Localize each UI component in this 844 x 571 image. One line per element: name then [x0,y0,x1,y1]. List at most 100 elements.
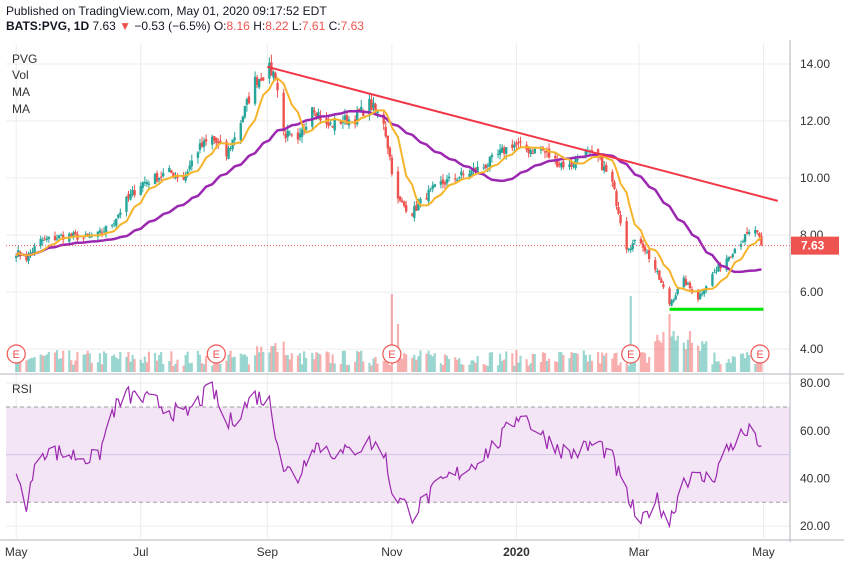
volume-bar [145,362,148,372]
volume-bar [170,351,173,372]
close-value: 7.63 [340,19,364,33]
candle-body [415,205,418,211]
candle-body [684,279,688,286]
candle-body [613,181,616,189]
volume-bar [247,364,251,372]
volume-bar [331,354,334,372]
candle-body [584,150,588,156]
volume-bar [639,352,643,372]
candle-body [672,299,675,302]
candle-body [488,156,492,167]
volume-bar [686,339,690,372]
volume-bar [572,352,575,372]
volume-bar [713,352,716,372]
candle-body [741,241,745,243]
high-label: H: [253,19,266,33]
legend-ticker[interactable]: PVG [12,52,38,66]
candle-body [443,182,447,185]
volume-bar [715,361,718,372]
candle-body [502,147,506,154]
candle-body [45,238,49,240]
candle-body [625,221,628,250]
volume-bar [125,356,128,372]
candle-body [419,198,422,204]
candle-body [368,98,371,117]
volume-bar [484,365,487,372]
candle-body [243,105,247,118]
volume-bar [515,350,518,372]
volume-bar [525,359,528,372]
candle-body [490,154,494,158]
volume-bar [645,362,649,372]
volume-bar [570,352,573,372]
candle-body [343,115,347,120]
volume-bar [47,351,50,372]
candle-body [127,194,130,198]
candle-body [117,214,120,218]
volume-bar [433,353,436,372]
volume-bar [470,360,473,372]
volume-bar [82,354,85,372]
candle-body [639,239,643,244]
time-tick-label: May [5,545,28,559]
candle-body [701,293,704,295]
published-caption: Published on TradingView.com, May 01, 20… [6,4,327,18]
candle-body [662,284,665,288]
rsi-legend-label[interactable]: RSI [12,382,33,396]
candle-body [225,141,228,157]
volume-bar [319,354,322,372]
volume-bar [472,360,475,372]
candle-body [115,218,118,226]
candle-body [159,176,163,178]
candle-body [296,132,300,140]
volume-bar [711,364,714,372]
volume-bar [400,358,404,372]
volume-bar [253,355,257,372]
down-arrow-icon: ▼ [119,19,132,33]
volume-bar [102,351,106,372]
candle-body [441,179,445,184]
volume-bar [625,362,628,372]
volume-bar [19,356,22,372]
volume-bar [541,352,545,372]
candle-body [27,253,30,262]
candle-body [629,248,632,251]
candle-body [100,232,104,234]
legend-ma-1[interactable]: MA [12,85,30,99]
volume-bar [601,352,604,372]
candle-body [190,160,193,167]
volume-bar [268,352,271,372]
volume-bar [113,354,116,372]
volume-bar [427,350,430,372]
candle-body [474,167,477,172]
legend-ma-2[interactable]: MA [12,102,30,116]
volume-bar [204,355,208,372]
candle-body [215,137,218,143]
earnings-marker [621,344,641,364]
volume-bar [158,355,161,372]
volume-bar [62,350,65,372]
ma-fast-line [15,76,762,293]
time-tick-label: Sep [257,545,279,559]
volume-bar [45,354,48,372]
volume-bar [127,352,130,372]
candle-body [200,142,204,147]
candle-body [70,233,73,236]
volume-bar [701,341,704,372]
candle-body [374,104,377,111]
candle-body [102,231,106,233]
volume-bar [84,354,87,372]
candle-body [304,126,308,131]
axes: 4.006.008.0010.0012.0014.0020.0040.0060.… [0,40,844,559]
volume-bar [439,363,442,372]
volume-bar [184,354,187,372]
earnings-marker [6,344,26,364]
candle-body [482,167,485,169]
price-badge: 7.63 [801,239,825,253]
legend-vol[interactable]: Vol [12,68,29,82]
volume-bar [100,364,104,372]
candle-body [725,258,728,271]
earnings-marker-label: E [756,349,763,361]
volume-bar [605,352,608,372]
